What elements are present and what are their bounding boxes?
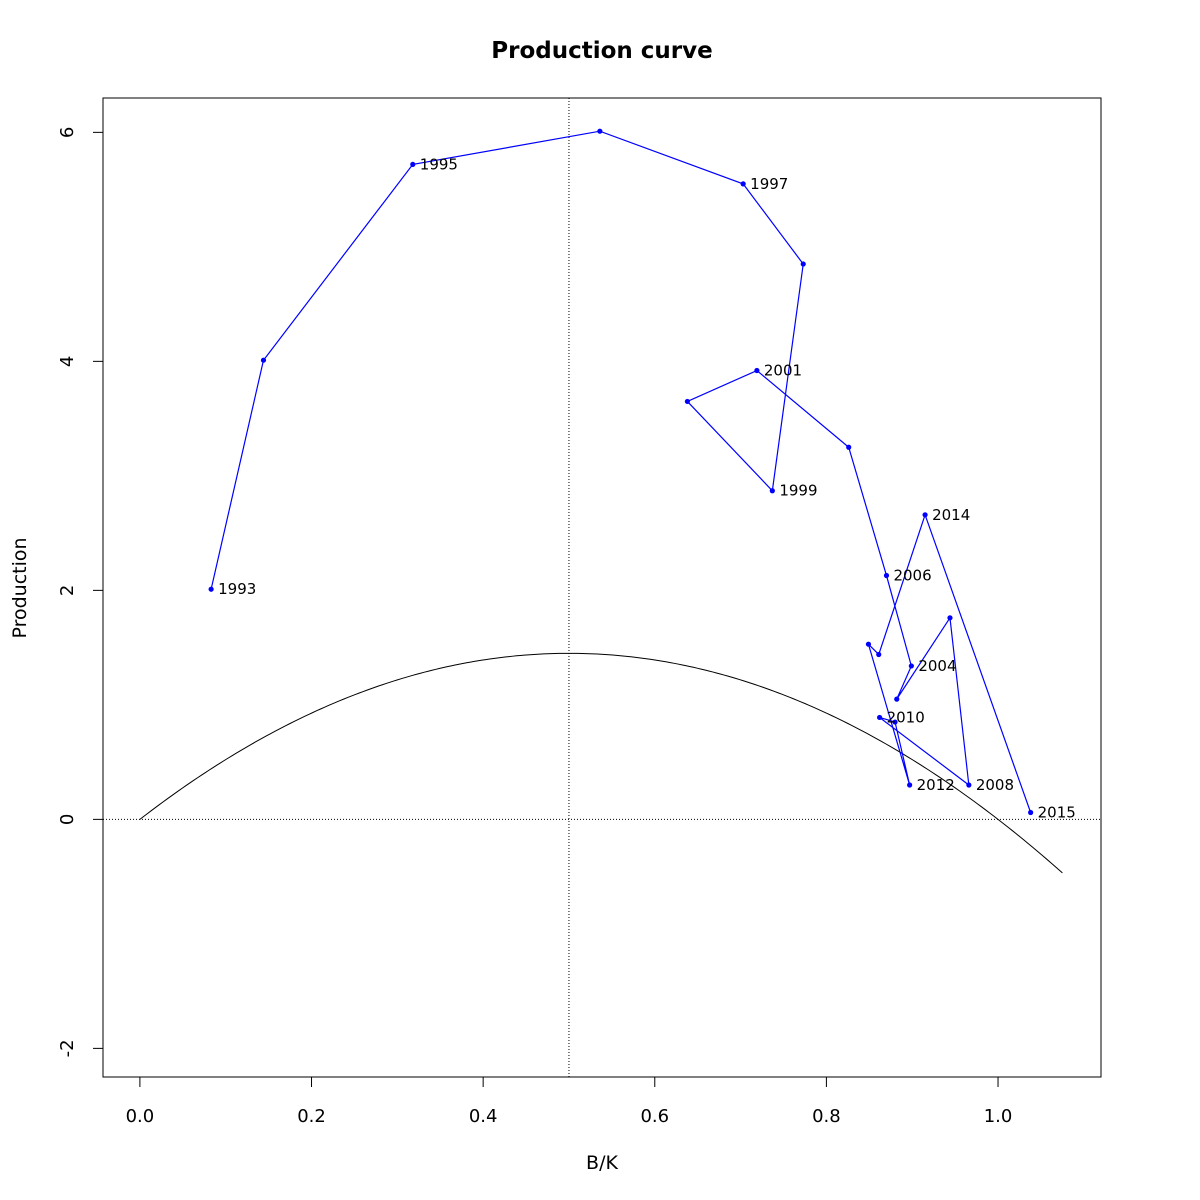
series-point [740,181,746,187]
year-label: 1995 [420,155,458,173]
series-point [684,398,690,405]
x-axis-label: B/K [586,1152,618,1174]
series-point [894,696,900,702]
x-tick-label: 1.0 [984,1106,1013,1127]
series-point [754,367,760,374]
year-label: 2015 [1038,803,1076,821]
chart-title: Production curve [491,38,712,64]
production-curve [139,652,1063,874]
reference-lines [103,98,1101,1077]
year-label: 2010 [887,708,925,726]
y-tick-label: 0 [57,814,78,825]
series-point [800,261,806,267]
series-point [947,615,953,621]
x-tick-label: 0.6 [640,1106,669,1127]
x-tick-label: 0.4 [469,1106,498,1127]
series-point [966,782,972,788]
x-axis: 0.0 0.2 0.4 0.6 0.8 1.0 [126,1076,1013,1127]
year-label: 2008 [976,776,1014,794]
year-label: 2004 [918,657,956,675]
year-label: 2001 [764,362,802,380]
x-tick-label: 0.2 [297,1106,326,1127]
year-labels: 1993 1995 1997 1999 2001 2004 2006 2008 2010 2012… [218,155,1076,821]
y-axis-label: Production [9,537,31,638]
series-point [877,714,883,721]
series-point [883,572,890,579]
year-label: 2006 [893,566,931,584]
series-point [908,663,914,669]
year-label: 1997 [750,175,788,193]
series-point [865,641,872,647]
series-point [876,651,882,658]
x-tick-label: 0.8 [812,1106,841,1127]
observed-series [208,128,1034,816]
y-axis: -2 0 2 4 6 [57,127,104,1057]
series-line [210,130,1032,813]
y-tick-label: 4 [57,356,78,367]
y-tick-label: 6 [57,127,78,138]
series-point [846,444,852,450]
series-point [410,161,416,168]
production-curve-line [139,652,1063,874]
series-point [922,512,928,518]
series-point [892,719,898,725]
x-tick-label: 0.0 [126,1106,155,1127]
series-point [208,586,214,592]
series-point [907,782,913,788]
year-label: 2012 [917,776,955,794]
y-tick-label: 2 [57,585,78,596]
year-label: 2014 [932,506,970,524]
series-point [1028,809,1034,816]
y-tick-label: -2 [57,1039,78,1057]
series-point [260,357,267,363]
series-point [597,128,603,134]
year-label: 1993 [218,580,256,598]
year-label: 1999 [779,482,817,500]
series-point [769,488,775,494]
